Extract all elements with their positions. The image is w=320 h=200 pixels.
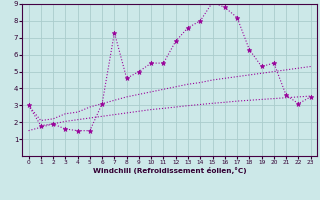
X-axis label: Windchill (Refroidissement éolien,°C): Windchill (Refroidissement éolien,°C) — [93, 167, 246, 174]
